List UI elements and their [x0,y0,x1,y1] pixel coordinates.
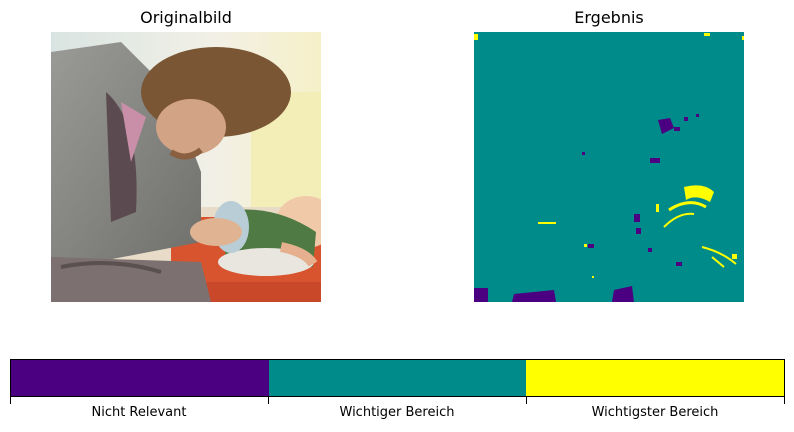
colorbar-tick [784,397,785,404]
colorbar-segment-important [268,360,527,396]
colorbar [10,359,785,397]
colorbar-tick [526,397,527,404]
colorbar-label-most-important: Wichtigster Bereich [591,405,719,420]
result-segmentation-map [474,32,744,302]
colorbar-tick [268,397,269,404]
colorbar-label-important: Wichtiger Bereich [339,405,455,420]
colorbar-segment-most-important [526,360,785,396]
result-title: Ergebnis [574,8,644,27]
colorbar-label-not-relevant: Nicht Relevant [91,405,187,420]
colorbar-segment-not-relevant [11,360,269,396]
original-image-title: Originalbild [140,8,232,27]
colorbar-tick [10,397,11,404]
original-image [51,32,321,302]
